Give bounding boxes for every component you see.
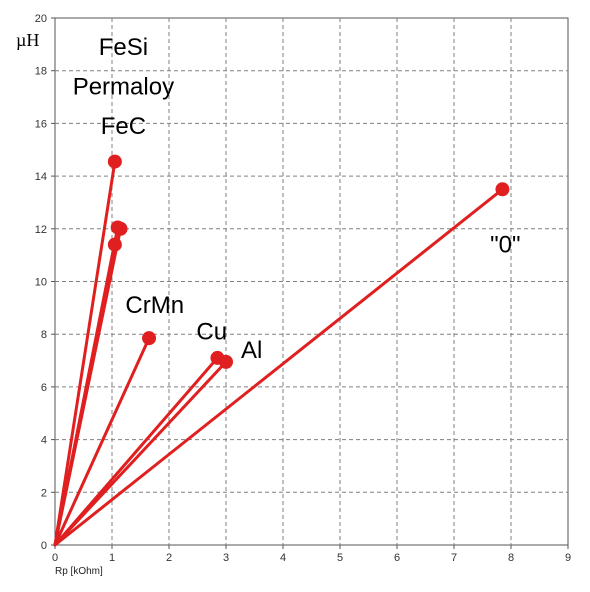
data-point xyxy=(107,237,122,252)
series-lines xyxy=(53,160,504,547)
x-tick-label: 7 xyxy=(451,552,457,564)
series-line xyxy=(53,360,228,547)
annotation-label: Permaloy xyxy=(73,73,174,100)
y-tick-label: 2 xyxy=(41,487,47,499)
x-tick-label: 6 xyxy=(394,552,400,564)
y-tick-label: 16 xyxy=(35,118,47,130)
x-tick-label: 9 xyxy=(565,552,571,564)
data-point xyxy=(142,331,157,346)
annotation-label: CrMn xyxy=(125,292,184,319)
x-tick-label: 5 xyxy=(337,552,343,564)
x-tick-label: 0 xyxy=(52,552,58,564)
y-tick-label: 10 xyxy=(35,277,47,289)
y-tick-label: 6 xyxy=(41,382,47,394)
annotation-label: "0" xyxy=(490,232,520,259)
series-line xyxy=(53,243,117,547)
x-axis-label: Rp [kOhm] xyxy=(55,566,103,577)
annotation-label: Cu xyxy=(196,318,227,345)
data-point xyxy=(113,221,128,236)
data-point xyxy=(107,154,122,169)
annotation-label: FeSi xyxy=(99,34,148,61)
data-points xyxy=(107,154,510,369)
y-tick-label: 20 xyxy=(35,13,47,25)
series-line xyxy=(53,187,504,547)
y-tick-label: 4 xyxy=(41,435,47,447)
y-tick-label: 8 xyxy=(41,329,47,341)
grid xyxy=(51,17,569,549)
y-axis-label: µH xyxy=(16,30,39,50)
y-tick-label: 18 xyxy=(35,66,47,78)
y-tick-label: 12 xyxy=(35,224,47,236)
annotation-label: FeC xyxy=(101,113,146,140)
series-line xyxy=(53,336,151,547)
annotation-label: Al xyxy=(241,337,262,364)
data-point xyxy=(495,182,510,197)
y-tick-label: 14 xyxy=(35,171,47,183)
annotations: FeSi Permaloy FeC CrMn Cu Al "0" xyxy=(73,34,521,364)
x-tick-label: 8 xyxy=(508,552,514,564)
x-tick-label: 1 xyxy=(109,552,115,564)
y-tick-label: 0 xyxy=(41,540,47,552)
series-line xyxy=(53,160,117,547)
data-point xyxy=(219,354,233,369)
x-tick-label: 4 xyxy=(280,552,286,564)
x-tick-label: 3 xyxy=(223,552,229,564)
x-tick-label: 2 xyxy=(166,552,172,564)
